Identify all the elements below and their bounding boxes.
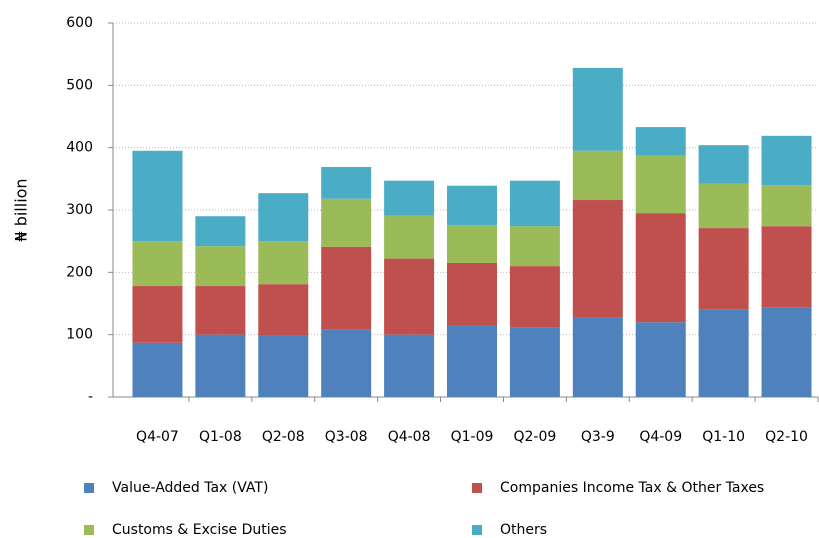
x-tick-label: Q1-08 — [199, 429, 242, 445]
bar-segment — [258, 193, 309, 242]
legend-swatch — [472, 483, 482, 493]
x-tick-label: Q1-09 — [451, 429, 494, 445]
bar-segment — [447, 262, 497, 326]
bar-segment — [698, 145, 749, 184]
bar-segment — [698, 228, 749, 310]
bar-segment — [132, 342, 183, 397]
bar-segment — [509, 327, 560, 397]
x-tick-label: Q2-10 — [765, 429, 808, 445]
legend-label: Customs & Excise Duties — [112, 522, 287, 538]
y-tick-label: 200 — [66, 264, 93, 280]
x-tick-label: Q4-09 — [639, 429, 682, 445]
bar-segment — [258, 284, 309, 336]
legend-swatch — [84, 525, 94, 535]
bar-segment — [321, 166, 372, 199]
bar-segment — [447, 325, 497, 397]
bar-segment — [509, 226, 560, 267]
bar-segment — [761, 135, 812, 186]
legend-swatch — [472, 525, 482, 535]
bar-segment — [635, 213, 686, 323]
bar-segment — [195, 246, 246, 287]
legend-swatch — [84, 483, 94, 493]
x-tick-label: Q4-08 — [388, 429, 431, 445]
bar-segment — [698, 183, 749, 229]
bar-segment — [195, 334, 246, 397]
bar-segment — [572, 200, 623, 318]
bar-segment — [447, 224, 497, 263]
bar-segment — [195, 286, 246, 335]
x-tick-label: Q4-07 — [136, 429, 179, 445]
bar-segment — [321, 198, 372, 247]
bar-segment — [384, 180, 435, 216]
y-tick-label: 600 — [66, 15, 93, 31]
x-tick-label: Q1-10 — [702, 429, 745, 445]
bar-segment — [635, 322, 686, 397]
y-tick-label: 400 — [66, 140, 93, 156]
y-tick-label: 100 — [66, 327, 93, 343]
bar-segment — [761, 307, 812, 397]
bar-segment — [321, 329, 372, 397]
bar-segment — [572, 67, 623, 151]
bar-segment — [635, 127, 686, 156]
bar-segment — [132, 241, 183, 287]
y-axis-label: ₦ billion — [12, 178, 31, 241]
bar-segment — [258, 335, 309, 397]
bar-segment — [635, 155, 686, 214]
bar-segment — [384, 258, 435, 335]
legend-label: Value-Added Tax (VAT) — [112, 480, 268, 496]
legend-label: Companies Income Tax & Other Taxes — [500, 480, 764, 496]
y-tick-label: 500 — [66, 77, 93, 93]
bar-segment — [572, 150, 623, 201]
x-tick-label: Q2-09 — [514, 429, 557, 445]
bar-segment — [384, 215, 435, 259]
x-tick-label: Q2-08 — [262, 429, 305, 445]
bar-segment — [132, 150, 183, 242]
bar-segment — [132, 286, 183, 343]
bar-segment — [384, 334, 435, 397]
x-tick-label: Q3-9 — [581, 429, 615, 445]
bar-segment — [761, 226, 812, 308]
y-tick-label: 300 — [66, 202, 93, 218]
y-tick-label: - — [88, 389, 93, 405]
bar-segment — [509, 266, 560, 328]
x-tick-label: Q3-08 — [325, 429, 368, 445]
bar-segment — [447, 185, 497, 225]
bar-segment — [761, 185, 812, 227]
bar-segment — [509, 180, 560, 227]
bar-segment — [321, 246, 372, 330]
bar-segment — [572, 317, 623, 397]
bar-segment — [195, 216, 246, 247]
bar-segment — [258, 241, 309, 285]
legend-label: Others — [500, 522, 547, 538]
bar-segment — [698, 309, 749, 397]
